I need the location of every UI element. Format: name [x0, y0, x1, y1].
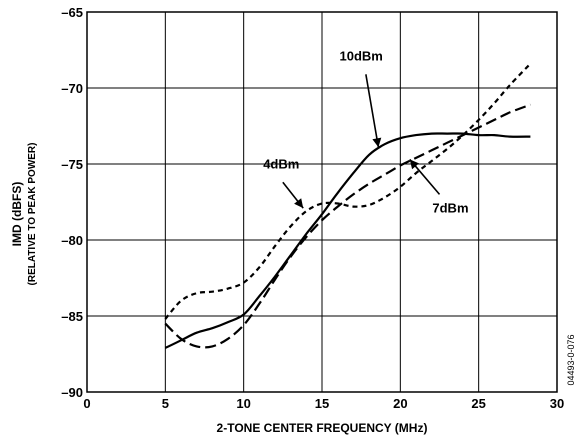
series-line-4dbm [164, 62, 532, 320]
annotation-4dbm: 4dBm [263, 157, 299, 172]
annotation-10dbm: 10dBm [339, 49, 382, 64]
annotation-arrowhead-10dbm [372, 137, 382, 148]
annotation-arrowhead-4dbm [294, 198, 304, 209]
annotation-7dbm: 7dBm [432, 201, 468, 216]
x-tick-label: 30 [550, 396, 564, 411]
y-axis-sublabel: (RELATIVE TO PEAK POWER) [27, 143, 38, 286]
figure-id: 04493-0-076 [566, 334, 576, 385]
x-tick-label: 0 [83, 396, 90, 411]
x-tick-label: 15 [315, 396, 329, 411]
grid-lines [87, 12, 557, 392]
series-line-7dbm [164, 103, 531, 349]
x-axis-label: 2-TONE CENTER FREQUENCY (MHz) [217, 421, 428, 435]
x-tick-label: 10 [236, 396, 250, 411]
x-tick-label: 25 [471, 396, 485, 411]
y-axis-label: IMD (dBFS) [10, 182, 24, 247]
y-tick-label: –75 [61, 157, 83, 172]
y-tick-label: –65 [61, 5, 83, 20]
x-tick-label: 5 [162, 396, 169, 411]
plot-frame [86, 11, 558, 393]
tick-labels: 0 5 10 15 20 25 30 –90 –85 –80 –75 –70 –65 [61, 5, 564, 411]
annotations: 10dBm 7dBm 4dBm [263, 49, 468, 216]
y-tick-label: –85 [61, 309, 83, 324]
series-layer [164, 62, 532, 349]
y-tick-label: –70 [61, 81, 83, 96]
y-tick-label: –90 [61, 385, 83, 400]
x-tick-label: 20 [393, 396, 407, 411]
y-tick-label: –80 [61, 233, 83, 248]
annotation-arrowhead-7dbm [409, 159, 419, 170]
annotation-arrow-10dbm [365, 74, 380, 148]
